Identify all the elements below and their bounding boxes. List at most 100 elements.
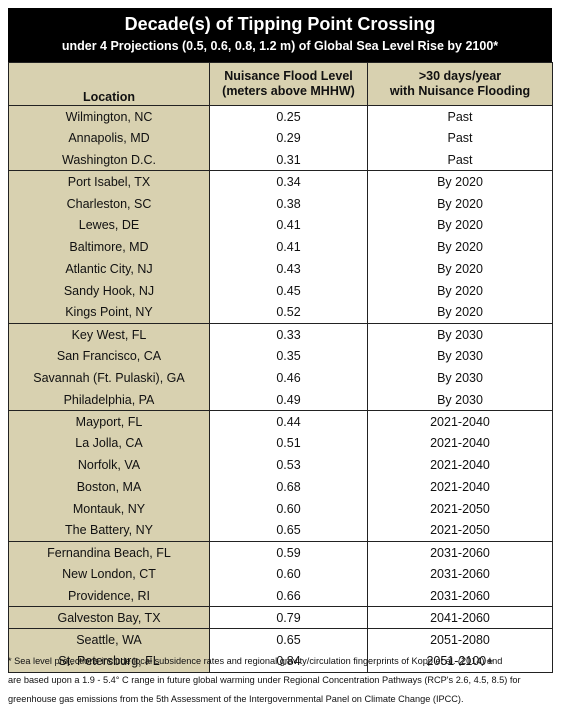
table-title: Decade(s) of Tipping Point Crossing: [124, 14, 436, 34]
flood-level-cell: 0.60: [209, 563, 368, 586]
tipping-decade-cell: Past: [447, 109, 473, 124]
table-subtitle: under 4 Projections (0.5, 0.6, 0.8, 1.2 …: [61, 39, 499, 53]
tipping-decade-cell: By 2020: [437, 283, 483, 298]
tipping-decade-cell: Past: [447, 131, 473, 146]
table-header-row: Location Nuisance Flood Level (meters ab…: [8, 62, 553, 106]
table-row: Annapolis, MD 0.29 Past: [8, 127, 553, 150]
location-cell: Boston, MA: [8, 476, 210, 498]
location-cell: Lewes, DE: [8, 214, 210, 237]
tipping-decade-cell: By 2020: [367, 170, 553, 193]
table-row: New London, CT 0.60 2031-2060: [8, 563, 553, 586]
tipping-decade-cell: By 2030: [437, 392, 483, 407]
location-cell: Mayport, FL: [8, 410, 210, 433]
location-cell: Philadelphia, PA: [8, 388, 210, 411]
table-row: Atlantic City, NJ 0.43 By 2020: [8, 258, 553, 280]
location-cell: Seattle, WA: [8, 628, 210, 651]
table-row: Mayport, FL 0.44 2021-2040: [8, 410, 553, 433]
tipping-decade-cell: By 2030: [367, 322, 553, 346]
flood-level-cell: 0.79: [209, 606, 368, 629]
location-cell: Charleston, SC: [8, 192, 210, 215]
tipping-decade-cell: 2021-2050: [430, 523, 490, 538]
column-header-location: Location: [8, 62, 210, 106]
location-cell: Wilmington, NC: [8, 105, 210, 128]
table-row: La Jolla, CA 0.51 2021-2040: [8, 432, 553, 455]
table-row: Baltimore, MD 0.41 By 2020: [8, 236, 553, 259]
footnote: * Sea level projections include local su…: [8, 652, 556, 709]
tipping-decade-cell: 2021-2040: [430, 436, 490, 451]
location-cell: Fernandina Beach, FL: [8, 540, 210, 564]
tipping-decade-cell: 2051-2100+: [426, 654, 494, 669]
table-row: St. Petersburg, FL 0.84 2051-2100+: [8, 650, 553, 673]
location-cell: Baltimore, MD: [8, 236, 210, 259]
flood-level-cell: 0.44: [209, 410, 368, 433]
tipping-point-table: Location Nuisance Flood Level (meters ab…: [8, 62, 553, 673]
flood-level-cell: 0.25: [209, 105, 368, 128]
flood-level-cell: 0.49: [209, 388, 368, 411]
flood-days-header-line1: >30 days/year: [418, 69, 502, 83]
location-cell: Montauk, NY: [8, 497, 210, 520]
location-cell: Washington D.C.: [8, 149, 210, 171]
flood-level-cell: 0.65: [209, 519, 368, 542]
location-cell: Annapolis, MD: [8, 127, 210, 150]
tipping-decade-cell: 2021-2040: [367, 410, 553, 433]
tipping-decade-cell: By 2020: [437, 218, 483, 233]
tipping-decade-cell: 2021-2050: [430, 501, 490, 516]
location-cell: La Jolla, CA: [8, 432, 210, 455]
location-cell: Key West, FL: [8, 322, 210, 346]
flood-level-cell: 0.52: [209, 301, 368, 324]
location-cell: New London, CT: [8, 563, 210, 586]
table-row: Port Isabel, TX 0.34 By 2020: [8, 170, 553, 193]
table-row: Charleston, SC 0.38 By 2020: [8, 192, 553, 215]
flood-days-header-line2: with Nuisance Flooding: [389, 84, 531, 98]
flood-level-cell: 0.41: [209, 236, 368, 259]
flood-level-cell: 0.34: [209, 170, 368, 193]
location-cell: Kings Point, NY: [8, 301, 210, 324]
tipping-decade-cell: 2021-2040: [430, 479, 490, 494]
flood-level-cell: 0.35: [209, 345, 368, 368]
tipping-decade-cell: 2041-2060: [367, 606, 553, 629]
flood-level-cell: 0.43: [209, 258, 368, 280]
location-cell: Providence, RI: [8, 585, 210, 607]
flood-level-cell: 0.59: [209, 540, 368, 564]
table-row: Key West, FL 0.33 By 2030: [8, 322, 553, 346]
flood-level-cell: 0.60: [209, 497, 368, 520]
flood-level-cell: 0.84: [209, 650, 368, 673]
location-cell: Galveston Bay, TX: [8, 606, 210, 629]
table-row: Philadelphia, PA 0.49 By 2030: [8, 388, 553, 411]
table-row: Kings Point, NY 0.52 By 2020: [8, 301, 553, 324]
flood-level-cell: 0.65: [209, 628, 368, 651]
footnote-line: greenhouse gas emissions from the 5th As…: [8, 694, 464, 704]
table-row: Galveston Bay, TX 0.79 2041-2060: [8, 606, 553, 629]
table-row: Wilmington, NC 0.25 Past: [8, 105, 553, 128]
flood-level-cell: 0.29: [209, 127, 368, 150]
flood-level-cell: 0.68: [209, 476, 368, 498]
flood-level-header-line2: (meters above MHHW): [222, 84, 355, 98]
column-header-flood-days: >30 days/year with Nuisance Flooding: [367, 62, 553, 106]
tipping-decade-cell: 2031-2060: [367, 540, 553, 564]
table-row: Sandy Hook, NJ 0.45 By 2020: [8, 279, 553, 302]
title-banner: Decade(s) of Tipping Point Crossing unde…: [8, 8, 552, 62]
location-cell: Port Isabel, TX: [8, 170, 210, 193]
location-cell: Atlantic City, NJ: [8, 258, 210, 280]
flood-level-header-line1: Nuisance Flood Level: [224, 69, 353, 83]
tipping-decade-cell: By 2030: [437, 349, 483, 364]
tipping-decade-cell: By 2030: [437, 370, 483, 385]
flood-level-cell: 0.41: [209, 214, 368, 237]
tipping-decade-cell: Past: [447, 152, 473, 167]
location-cell: Savannah (Ft. Pulaski), GA: [8, 367, 210, 389]
footnote-line: are based upon a 1.9 - 5.4° C range in f…: [8, 675, 521, 685]
location-cell: Norfolk, VA: [8, 454, 210, 477]
flood-level-cell: 0.46: [209, 367, 368, 389]
flood-level-cell: 0.66: [209, 585, 368, 607]
location-cell: San Francisco, CA: [8, 345, 210, 368]
table-row: Norfolk, VA 0.53 2021-2040: [8, 454, 553, 477]
location-cell: Sandy Hook, NJ: [8, 279, 210, 302]
tipping-decade-cell: By 2020: [437, 305, 483, 320]
column-header-flood-level: Nuisance Flood Level (meters above MHHW): [209, 62, 368, 106]
flood-level-cell: 0.45: [209, 279, 368, 302]
table-row: Seattle, WA 0.65 2051-2080: [8, 628, 553, 651]
flood-level-cell: 0.51: [209, 432, 368, 455]
location-cell: St. Petersburg, FL: [8, 650, 210, 673]
table-row: The Battery, NY 0.65 2021-2050: [8, 519, 553, 542]
table-row: Lewes, DE 0.41 By 2020: [8, 214, 553, 237]
